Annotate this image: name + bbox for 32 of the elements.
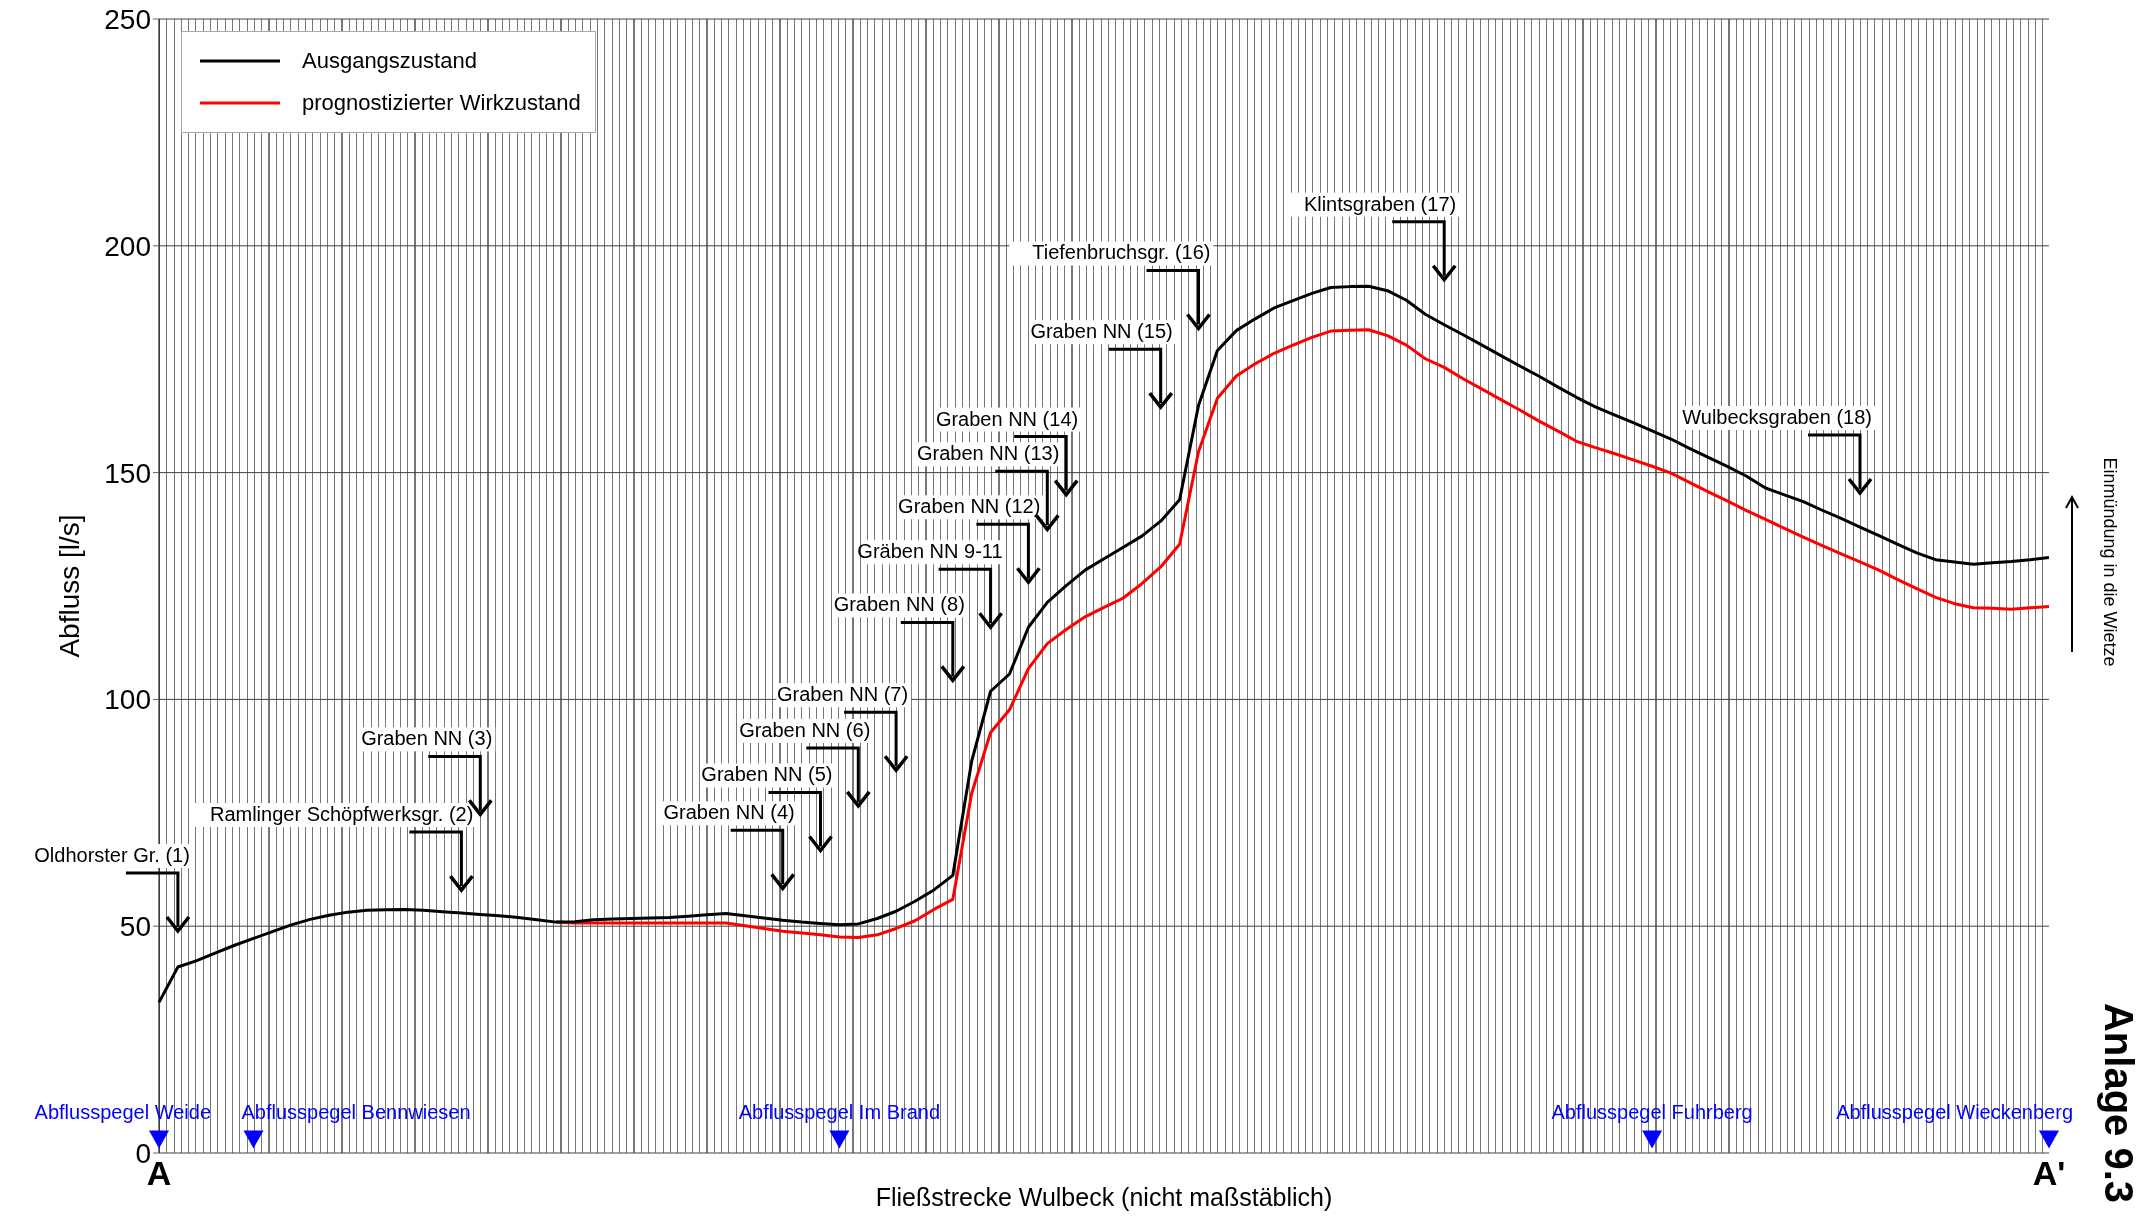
annotation: Graben NN (3) — [361, 727, 493, 750]
legend-label: prognostizierter Wirkzustand — [302, 90, 581, 116]
data-label: Abflusspegel Im Brand — [738, 1101, 941, 1124]
annotation: Graben NN (4) — [663, 801, 795, 824]
annotation: Graben NN (14) — [935, 407, 1079, 430]
text: Einmündung in die Wietze — [2098, 457, 2120, 667]
annotation: Graben NN (6) — [739, 718, 871, 741]
data-label: Abflusspegel Fuhrberg — [1551, 1101, 1753, 1124]
annotation: Graben NN (13) — [917, 442, 1060, 465]
annotation: Graben NN (8) — [833, 593, 965, 616]
y-tick-label: 50 — [119, 911, 151, 943]
annotation: Klintsgraben (17) — [1303, 192, 1457, 215]
annotation: Graben NN (15) — [1030, 320, 1173, 343]
x-tick-label: A' — [2032, 1154, 2066, 1193]
y-tick-label: 250 — [104, 3, 151, 35]
annotation: Tiefenbruchsgr. (16) — [1032, 241, 1211, 264]
legend-label: Ausgangszustand — [302, 48, 477, 74]
x-axis-title: Fließstrecke Wulbeck (nicht maßstäblich) — [875, 1183, 1333, 1211]
annotation: Wulbecksgraben (18) — [1682, 406, 1872, 429]
y-tick-label: 200 — [104, 230, 151, 262]
annotation: Graben NN (5) — [701, 763, 833, 786]
data-label: Abflusspegel Wieckenberg — [1836, 1101, 2073, 1124]
annotation: Ramlinger Schöpfwerksgr. (2) — [209, 803, 474, 826]
annotation: Graben NN (7) — [776, 683, 909, 706]
y-tick-label: 100 — [104, 684, 151, 716]
y-tick-label: 150 — [104, 457, 151, 489]
data-label: Abflusspegel Bennwiesen — [241, 1101, 471, 1124]
text: Anlage 9.3 — [2095, 1002, 2141, 1204]
annotation: Graben NN (12) — [898, 495, 1041, 518]
annotation: Gräben NN 9-11 — [857, 540, 1003, 563]
annotation: Oldhorster Gr. (1) — [34, 844, 190, 867]
y-axis-title: Abfluss [l/s] — [53, 514, 85, 658]
